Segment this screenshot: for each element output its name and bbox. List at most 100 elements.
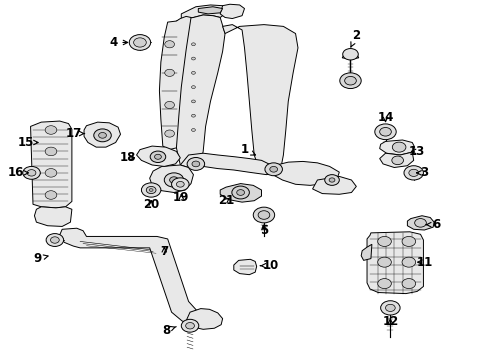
- Text: 8: 8: [162, 324, 176, 337]
- Circle shape: [45, 191, 57, 199]
- Polygon shape: [222, 24, 297, 171]
- Text: 9: 9: [34, 252, 48, 265]
- Text: 18: 18: [120, 151, 136, 165]
- Circle shape: [45, 147, 57, 156]
- Circle shape: [269, 166, 277, 172]
- Polygon shape: [181, 5, 224, 19]
- Polygon shape: [379, 140, 414, 155]
- Circle shape: [391, 156, 403, 165]
- Polygon shape: [185, 309, 222, 329]
- Text: 11: 11: [415, 256, 432, 269]
- Text: 7: 7: [160, 245, 168, 258]
- Circle shape: [377, 279, 390, 289]
- Text: 19: 19: [173, 191, 189, 204]
- Polygon shape: [272, 161, 339, 185]
- Polygon shape: [379, 152, 413, 167]
- Polygon shape: [342, 54, 358, 59]
- Text: 2: 2: [350, 29, 360, 47]
- Text: 13: 13: [408, 145, 425, 158]
- Circle shape: [191, 57, 195, 60]
- Circle shape: [164, 41, 174, 48]
- Circle shape: [403, 166, 423, 180]
- Polygon shape: [30, 121, 72, 208]
- Circle shape: [374, 124, 395, 140]
- Polygon shape: [34, 207, 72, 226]
- Circle shape: [191, 100, 195, 103]
- Circle shape: [344, 76, 356, 85]
- Circle shape: [129, 35, 150, 50]
- Text: 5: 5: [259, 224, 267, 237]
- Polygon shape: [198, 7, 222, 14]
- Circle shape: [45, 126, 57, 134]
- Circle shape: [185, 323, 194, 329]
- Circle shape: [45, 168, 57, 177]
- Circle shape: [380, 301, 399, 315]
- Circle shape: [94, 129, 111, 142]
- Circle shape: [379, 127, 390, 136]
- Circle shape: [391, 142, 405, 152]
- Circle shape: [141, 183, 161, 197]
- Polygon shape: [366, 232, 423, 294]
- Circle shape: [164, 173, 183, 187]
- Polygon shape: [220, 4, 244, 18]
- Text: 10: 10: [260, 259, 279, 272]
- Circle shape: [171, 178, 189, 191]
- Circle shape: [253, 207, 274, 223]
- Polygon shape: [175, 178, 185, 182]
- Text: 14: 14: [377, 111, 393, 124]
- Circle shape: [377, 257, 390, 267]
- Text: 3: 3: [416, 166, 427, 179]
- Circle shape: [264, 163, 282, 176]
- Circle shape: [150, 151, 165, 162]
- Circle shape: [191, 129, 195, 131]
- Circle shape: [149, 189, 153, 192]
- Circle shape: [408, 169, 418, 176]
- Circle shape: [401, 279, 415, 289]
- Circle shape: [181, 319, 199, 332]
- Polygon shape: [180, 153, 278, 175]
- Circle shape: [154, 154, 161, 159]
- Text: 6: 6: [426, 218, 440, 231]
- Circle shape: [339, 73, 361, 89]
- Circle shape: [50, 237, 59, 243]
- Circle shape: [377, 237, 390, 247]
- Circle shape: [133, 38, 146, 47]
- Circle shape: [164, 69, 174, 76]
- Circle shape: [414, 219, 426, 227]
- Circle shape: [187, 157, 204, 170]
- Circle shape: [342, 49, 358, 60]
- Circle shape: [385, 304, 394, 311]
- Text: 1: 1: [240, 143, 255, 156]
- Text: 12: 12: [382, 315, 398, 328]
- Circle shape: [236, 190, 244, 195]
- Circle shape: [191, 114, 195, 117]
- Circle shape: [27, 170, 36, 176]
- Circle shape: [191, 86, 195, 89]
- Circle shape: [192, 161, 200, 167]
- Circle shape: [146, 186, 156, 194]
- Polygon shape: [220, 184, 261, 202]
- Circle shape: [324, 175, 339, 185]
- Circle shape: [328, 178, 334, 182]
- Circle shape: [176, 181, 184, 187]
- Polygon shape: [59, 228, 200, 323]
- Circle shape: [401, 237, 415, 247]
- Text: 20: 20: [142, 198, 159, 211]
- Text: 15: 15: [18, 136, 38, 149]
- Circle shape: [191, 71, 195, 74]
- Text: 16: 16: [8, 166, 28, 179]
- Circle shape: [23, 166, 40, 179]
- Polygon shape: [407, 216, 433, 230]
- Polygon shape: [169, 15, 224, 167]
- Circle shape: [164, 102, 174, 109]
- Polygon shape: [159, 17, 191, 150]
- Circle shape: [401, 257, 415, 267]
- Circle shape: [169, 177, 178, 183]
- Text: 17: 17: [65, 127, 84, 140]
- Text: 4: 4: [109, 36, 127, 49]
- Circle shape: [258, 211, 269, 219]
- Polygon shape: [233, 259, 256, 275]
- Circle shape: [164, 130, 174, 137]
- Polygon shape: [136, 146, 180, 166]
- Circle shape: [99, 132, 106, 138]
